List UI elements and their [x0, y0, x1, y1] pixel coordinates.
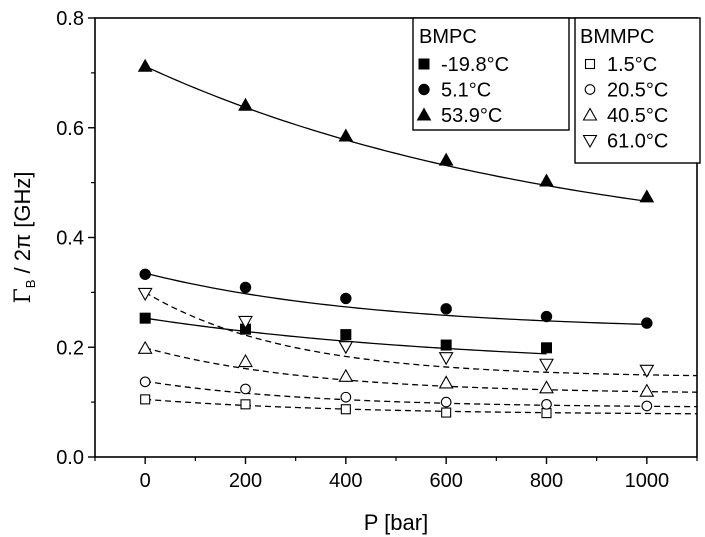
y-axis-title-subscript: B [23, 280, 38, 289]
data-point [438, 352, 454, 366]
data-point [238, 97, 253, 111]
x-axis: 0 200 400 600 800 1000 [94, 457, 698, 492]
data-point [140, 394, 151, 405]
x-tick-label: 400 [329, 470, 362, 492]
y-axis: 0.0 0.2 0.4 0.6 0.8 [56, 8, 95, 469]
x-tick-label: 800 [530, 470, 563, 492]
legend-marker [582, 134, 598, 149]
y-tick-label: 0.6 [56, 118, 84, 140]
data-point [639, 189, 655, 203]
y-axis-title: ΓB / 2π [GHz] [10, 171, 38, 303]
fit-line [145, 380, 698, 408]
fit-line [145, 347, 698, 393]
data-point [340, 404, 351, 415]
data-point [239, 281, 252, 294]
data-point [540, 310, 553, 323]
data-point [639, 383, 655, 397]
fit-line [144, 291, 698, 377]
data-point [139, 268, 151, 280]
data-point [338, 128, 354, 142]
legend-marker [416, 107, 432, 121]
data-point [541, 408, 552, 419]
data-point [440, 339, 452, 351]
legend-label: 1.5°C [607, 54, 657, 76]
legend-label: 40.5°C [607, 105, 668, 127]
data-point [340, 292, 352, 305]
data-point [340, 391, 352, 403]
data-point [641, 400, 653, 412]
legend-marker [418, 58, 430, 70]
data-point [139, 312, 151, 324]
x-tick-label: 600 [429, 470, 462, 492]
x-tick-label: 200 [229, 470, 262, 492]
data-point [338, 341, 354, 355]
fit-line [145, 272, 647, 326]
x-tick-label: 1000 [625, 470, 670, 492]
data-point [541, 342, 552, 354]
y-tick-label: 0.2 [56, 337, 84, 359]
fit-lines [144, 65, 698, 415]
data-point [639, 364, 655, 378]
legend-marker [584, 84, 596, 95]
data-point [238, 315, 253, 330]
data-point [438, 375, 454, 389]
legend-marker [584, 58, 596, 70]
y-tick-label: 0.4 [56, 228, 84, 250]
legend-bmpc-box [412, 17, 570, 131]
x-tick-label: 0 [140, 470, 151, 492]
legend-bmmpc-box [574, 17, 701, 164]
data-point [539, 173, 554, 187]
legend-label: 5.1°C [441, 80, 491, 102]
data-point [541, 398, 552, 410]
y-axis-title-symbol: Γ [11, 288, 36, 303]
fit-line [144, 65, 647, 202]
y-tick-label: 0.0 [56, 447, 84, 469]
data-point [539, 358, 554, 372]
data-point [137, 340, 153, 354]
data-point [340, 329, 352, 341]
data-point [240, 399, 251, 410]
data-point [137, 58, 153, 72]
y-tick-label: 0.8 [56, 8, 84, 30]
data-point [139, 376, 151, 388]
fit-line [145, 398, 698, 415]
legend-label: 53.9°C [441, 105, 502, 127]
data-point [440, 396, 452, 408]
legend-label: 20.5°C [607, 80, 668, 102]
legend-bmmpc-entries: 1.5°C 20.5°C 40.5°C 61.0°C [582, 54, 668, 153]
data-point [440, 303, 452, 315]
legend-bmmpc-title: BMMPC [580, 26, 654, 48]
legend-marker [418, 83, 430, 96]
data-point [441, 407, 452, 418]
legend-label: 61.0°C [607, 131, 668, 153]
data-point [641, 317, 653, 329]
data-point [539, 380, 554, 394]
x-axis-title: P [bar] [364, 510, 428, 535]
legend-marker [582, 107, 598, 121]
legend-bmmpc: BMMPC 1.5°C 20.5°C 40.5°C 61.0°C [574, 17, 701, 164]
data-point [137, 287, 153, 302]
data-point [238, 353, 253, 368]
data-point [438, 152, 454, 166]
data-point [338, 368, 354, 382]
data-point [240, 383, 251, 395]
legend-bmpc-title: BMPC [419, 26, 477, 48]
legend-bmpc-entries: -19.8°C 5.1°C 53.9°C [416, 54, 509, 127]
markers [137, 58, 655, 419]
legend-bmpc: BMPC -19.8°C 5.1°C 53.9°C [412, 17, 570, 131]
y-axis-title-rest: / 2π [GHz] [10, 171, 35, 279]
legend-label: -19.8°C [441, 54, 509, 76]
